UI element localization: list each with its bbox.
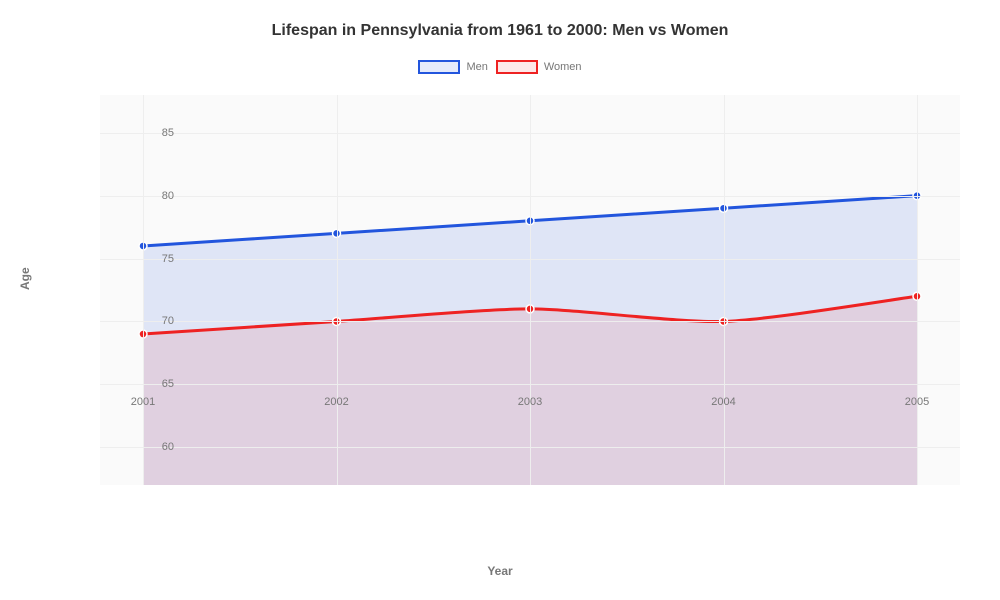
grid-line-v [143, 95, 144, 485]
y-tick-label: 65 [140, 378, 174, 390]
legend-label-women: Women [544, 61, 582, 73]
lifespan-chart: Lifespan in Pennsylvania from 1961 to 20… [0, 0, 1000, 600]
legend-label-men: Men [466, 61, 487, 73]
y-tick-label: 60 [140, 441, 174, 453]
x-tick-label: 2005 [905, 396, 929, 408]
grid-line-v [724, 95, 725, 485]
y-axis-label: Age [18, 267, 32, 290]
x-axis-label: Year [0, 564, 1000, 578]
y-tick-label: 85 [140, 127, 174, 139]
chart-legend: Men Women [0, 60, 1000, 74]
x-tick-label: 2004 [711, 396, 735, 408]
grid-line-v [337, 95, 338, 485]
x-tick-label: 2001 [131, 396, 155, 408]
y-tick-label: 75 [140, 253, 174, 265]
legend-swatch-men [418, 60, 460, 74]
legend-swatch-women [496, 60, 538, 74]
legend-item-men[interactable]: Men [418, 60, 487, 74]
plot-region [60, 95, 960, 515]
chart-title: Lifespan in Pennsylvania from 1961 to 20… [0, 22, 1000, 40]
grid-line-v [530, 95, 531, 485]
x-tick-label: 2003 [518, 396, 542, 408]
y-tick-label: 70 [140, 315, 174, 327]
legend-item-women[interactable]: Women [496, 60, 582, 74]
grid-line-v [917, 95, 918, 485]
x-tick-label: 2002 [324, 396, 348, 408]
y-tick-label: 80 [140, 190, 174, 202]
plot-area [100, 95, 960, 485]
